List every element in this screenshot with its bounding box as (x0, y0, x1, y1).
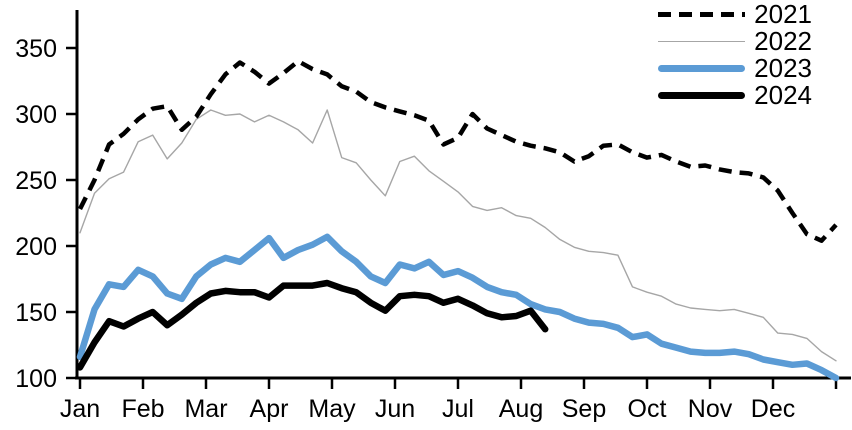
thin-line-swatch-icon (658, 40, 746, 43)
month-label-jul: Jul (442, 395, 474, 423)
month-label-apr: Apr (250, 395, 289, 423)
series-line-2022 (79, 109, 837, 362)
legend-label: 2022 (754, 26, 812, 56)
legend: 2021 2022 2023 2024 (658, 1, 812, 109)
y-tick-label-100: 100 (15, 365, 57, 393)
month-label-mar: Mar (184, 395, 227, 423)
month-label-dec: Dec (751, 395, 795, 423)
legend-item-2023: 2023 (658, 55, 812, 82)
legend-item-2024: 2024 (658, 82, 812, 109)
series-line-2021 (77, 58, 838, 243)
y-tick-label-150: 150 (15, 299, 57, 327)
legend-label: 2021 (754, 0, 812, 29)
y-tick-label-200: 200 (15, 233, 57, 261)
y-tick-label-350: 350 (15, 35, 57, 63)
month-label-sep: Sep (562, 395, 606, 423)
month-label-nov: Nov (688, 395, 733, 423)
month-label-oct: Oct (628, 395, 667, 423)
series-line-2023 (76, 233, 840, 382)
y-tick-label-300: 300 (15, 101, 57, 129)
month-label-may: May (308, 395, 356, 423)
month-label-aug: Aug (499, 395, 543, 423)
legend-label: 2023 (754, 53, 812, 83)
month-label-jun: Jun (375, 395, 415, 423)
dashed-line-swatch-icon (658, 12, 746, 17)
blue-line-swatch-icon (658, 65, 746, 72)
month-label-jan: Jan (60, 395, 100, 423)
legend-item-2021: 2021 (658, 1, 812, 28)
series-line-2024 (76, 279, 549, 371)
legend-label: 2024 (754, 80, 812, 110)
y-tick-label-250: 250 (15, 167, 57, 195)
month-label-feb: Feb (121, 395, 164, 423)
legend-item-2022: 2022 (658, 28, 812, 55)
black-line-swatch-icon (658, 92, 746, 99)
